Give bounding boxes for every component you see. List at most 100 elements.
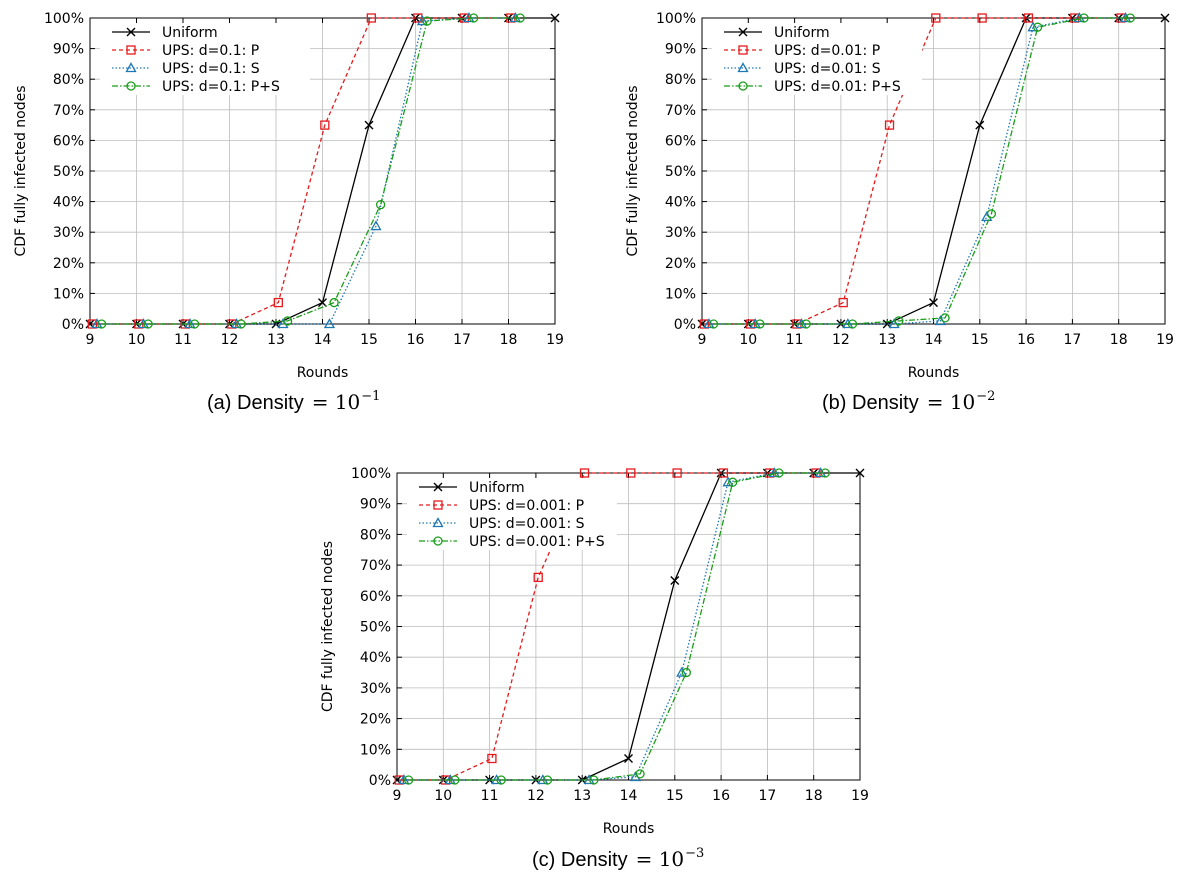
chart-a-ytick-label: 100% xyxy=(44,11,84,27)
chart-b-ytick-label: 100% xyxy=(656,11,696,27)
chart-c-data-point xyxy=(542,775,553,785)
chart-a-legend-label: UPS: d=0.1: P+S xyxy=(162,79,280,95)
chart-c-legend-bg xyxy=(407,532,617,550)
chart-b-legend-label: UPS: d=0.01: P xyxy=(774,43,880,59)
chart-b-data-point xyxy=(884,120,895,130)
chart-b-ytick-label: 10% xyxy=(665,286,696,302)
chart-b-ytick-label: 60% xyxy=(665,133,696,149)
chart-a-xtick-label: 16 xyxy=(407,332,425,348)
chart-b-ytick-label: 40% xyxy=(665,195,696,211)
chart-b-data-point xyxy=(801,319,811,329)
chart-b-data-point xyxy=(1023,13,1034,23)
chart-b-legend-bg xyxy=(712,77,922,95)
chart-a-xtick-label: 19 xyxy=(546,332,564,348)
chart-c-ytick-label: 90% xyxy=(360,497,391,513)
chart-c-caption-math: = 10 xyxy=(636,847,685,871)
chart-b-xtick-label: 10 xyxy=(739,332,757,348)
chart-b-data-point xyxy=(703,318,715,329)
chart-a-caption-exponent: −1 xyxy=(361,389,380,404)
chart-a-data-point xyxy=(468,13,479,23)
chart-c-data-point xyxy=(718,468,729,478)
chart-b-ylabel: CDF fully infected nodes xyxy=(625,85,641,256)
chart-c-legend-marker xyxy=(433,536,443,546)
chart-b-caption-exponent: −2 xyxy=(976,389,995,404)
chart-c-xtick-label: 18 xyxy=(805,788,823,804)
chart-a-xtick-label: 10 xyxy=(128,332,146,348)
chart-a-xlabel: Rounds xyxy=(297,365,349,381)
chart-b-xtick-label: 13 xyxy=(878,332,896,348)
chart-c-legend-label: UPS: d=0.001: P xyxy=(469,498,584,514)
chart-b-xtick-label: 12 xyxy=(832,332,850,348)
chart-b-data-point xyxy=(1125,13,1135,23)
chart-c-ytick-label: 10% xyxy=(360,742,391,758)
chart-b-xtick-label: 18 xyxy=(1110,332,1128,348)
chart-a-data-point xyxy=(282,316,293,326)
chart-a-data-point xyxy=(189,319,200,329)
chart-b-legend-bg xyxy=(712,41,922,59)
chart-c-legend-label: Uniform xyxy=(469,480,525,496)
chart-b-xtick-label: 19 xyxy=(1156,332,1174,348)
chart-c-data-point xyxy=(768,467,780,478)
chart-a-data-point xyxy=(416,15,429,26)
chart-b-data-point xyxy=(1033,22,1043,32)
chart-a-data-point xyxy=(143,319,153,329)
chart-a-ytick-label: 50% xyxy=(53,164,84,180)
chart-a-data-point xyxy=(273,297,283,308)
chart-c-ytick-label: 30% xyxy=(360,681,391,697)
chart-c-legend-bg xyxy=(407,496,617,514)
chart-b-data-point xyxy=(1027,21,1039,32)
chart-b-xlabel: Rounds xyxy=(908,365,960,381)
chart-a-data-point xyxy=(422,16,432,26)
chart-a-ytick-label: 90% xyxy=(53,42,84,58)
chart-a-data-point xyxy=(318,298,327,308)
chart-a-legend-label: UPS: d=0.1: P xyxy=(162,43,259,59)
chart-c-ytick-label: 20% xyxy=(360,712,391,728)
chart-b-caption-math: = 10 xyxy=(927,390,976,414)
chart-b-legend-marker xyxy=(737,62,749,73)
chart-a-data-point xyxy=(230,318,243,329)
chart-c-data-point xyxy=(496,775,506,785)
chart-a-data-point xyxy=(320,120,330,130)
chart-c-xtick-label: 16 xyxy=(712,788,730,804)
chart-b-legend-label: Uniform xyxy=(774,25,830,41)
chart-a-data-point xyxy=(91,318,103,329)
chart-c-legend: Uniform UPS: d=0.001: P UPS: d=0.001: S UPS… xyxy=(407,478,617,550)
chart-a-xtick-label: 14 xyxy=(314,332,332,348)
chart-c-data-point xyxy=(533,572,543,583)
chart-a-ytick-label: 10% xyxy=(53,286,84,302)
chart-a-caption-math: = 10 xyxy=(312,390,361,414)
chart-a-ytick-label: 30% xyxy=(53,225,84,241)
chart-a-data-point xyxy=(366,13,376,23)
chart-a-series-line xyxy=(101,17,521,325)
chart-a-legend-bg xyxy=(100,77,310,95)
chart-b-data-point xyxy=(755,319,765,329)
chart-b-legend-marker xyxy=(738,81,748,91)
chart-b: 9 10 11 12 13 14 15 16 17 18 19 0% 10% 20% 30% 40% 50% 60… xyxy=(625,11,1174,414)
chart-c-xtick-label: 14 xyxy=(620,788,638,804)
chart-a-legend-marker xyxy=(126,45,136,55)
chart-c-data-point xyxy=(624,754,633,764)
chart-a-ytick-label: 60% xyxy=(53,133,84,149)
chart-b-data-point xyxy=(981,211,993,222)
chart-a-xtick-label: 11 xyxy=(174,332,192,348)
chart-b-data-point xyxy=(894,316,904,326)
chart-c-xtick-label: 19 xyxy=(851,788,869,804)
chart-a-ytick-label: 40% xyxy=(53,195,84,211)
chart-b-legend-bg xyxy=(712,23,922,41)
chart-a-data-point xyxy=(370,220,382,231)
chart-b-data-point xyxy=(986,209,997,219)
chart-b-xtick-label: 14 xyxy=(925,332,943,348)
chart-b-series-line xyxy=(708,17,1126,325)
chart-c-xtick-label: 9 xyxy=(393,788,402,804)
chart-c-xlabel: Rounds xyxy=(603,821,655,837)
chart-a-xtick-label: 18 xyxy=(500,332,518,348)
chart-c-xtick-label: 10 xyxy=(434,788,452,804)
chart-c-data-point xyxy=(403,775,414,785)
chart-c-data-point xyxy=(670,575,680,585)
chart-a-legend: Uniform UPS: d=0.1: P UPS: d=0.1: S UPS: d=… xyxy=(100,23,310,95)
chart-b-data-point xyxy=(977,13,987,23)
chart-a-data-point xyxy=(515,13,525,23)
chart-a-legend-bg xyxy=(100,59,310,77)
chart-c-legend-label: UPS: d=0.001: S xyxy=(469,516,585,532)
chart-b-xtick-label: 9 xyxy=(698,332,707,348)
